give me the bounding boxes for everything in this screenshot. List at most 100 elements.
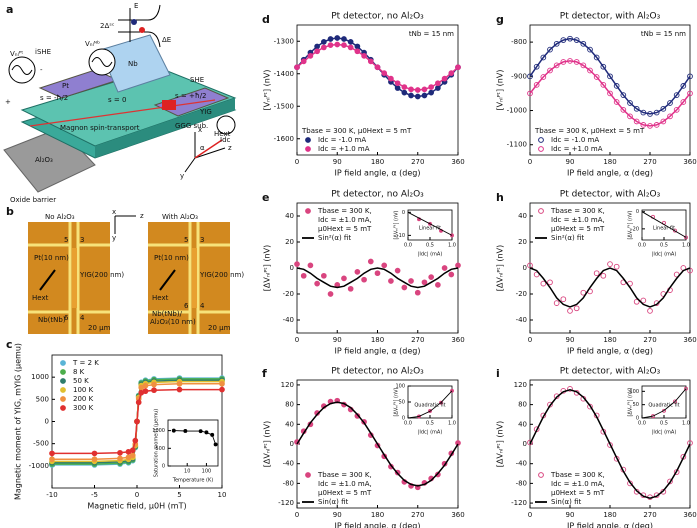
data-point (307, 262, 314, 269)
y-tick-label: 0 (290, 264, 294, 272)
chart-title: Pt detector, no Al₂O₃ (331, 12, 424, 22)
y-tick-label: -40 (283, 316, 294, 324)
data-point (527, 73, 533, 80)
data-point (647, 111, 653, 117)
y-axis-label: [ΔVₙₗᴾᵗ] (nV) (263, 245, 272, 291)
y-tick-label: 50 (399, 400, 405, 406)
data-point (401, 284, 408, 291)
x-tick-label: 270 (643, 158, 656, 166)
data-point (627, 113, 633, 120)
data-point (135, 399, 142, 406)
data-point (573, 37, 580, 43)
y-tick-label: -20 (516, 290, 527, 298)
data-point (527, 262, 533, 269)
data-point (367, 258, 374, 265)
data-point (314, 48, 320, 55)
electron (139, 27, 145, 33)
legend-label: T = 2 K (72, 359, 99, 367)
data-point (455, 64, 461, 71)
panel-label: c (6, 338, 13, 351)
data-point (560, 37, 567, 43)
data-point (151, 387, 157, 394)
data-point (388, 278, 394, 284)
data-point (560, 296, 567, 303)
series-line (641, 388, 687, 419)
data-point (421, 92, 428, 99)
x-tick-label: 0 (295, 336, 299, 344)
legend-label: Idc = +1.0 mA (318, 145, 370, 153)
pad: 6 (64, 314, 69, 322)
legend-label: Sin(α) fit (551, 498, 582, 506)
y-tick-label: 40 (518, 420, 527, 428)
panel-label: e (262, 191, 269, 204)
y-tick-label: -1000 (507, 107, 527, 115)
data-point (347, 39, 354, 45)
data-point (553, 393, 560, 400)
data-point (580, 40, 587, 47)
legend-label: Idc = -1.0 mA (551, 136, 599, 144)
label: SHE (190, 76, 204, 84)
data-point (421, 86, 428, 93)
data-point (129, 447, 136, 454)
y-axis-label: [Vₙₗᴾᵗ] (nV) (496, 70, 505, 111)
label: - (40, 66, 43, 74)
y-tick-label: -40 (516, 316, 527, 324)
nb-block (99, 34, 171, 93)
legend-marker (60, 387, 66, 393)
data-point (388, 75, 394, 82)
x-axis-label: IP field angle, α (deg) (335, 347, 421, 356)
y-tick-label: -40 (283, 460, 294, 468)
label: Magnon spin-transport (60, 124, 140, 132)
x-tick-label: -5 (91, 491, 98, 499)
image-title: No Al₂O₃ (45, 213, 75, 221)
data-point (347, 44, 354, 51)
data-point (374, 64, 381, 71)
y-tick-label: -1100 (507, 141, 527, 149)
data-point (567, 35, 573, 42)
data-point (567, 308, 573, 314)
device-schematic: iSHE SHE Nb Pt YIG Magnon spin-transport… (3, 2, 237, 204)
annotation: tNb = 15 nm (409, 30, 454, 38)
data-point (660, 488, 667, 495)
yig-side (95, 98, 235, 158)
x-tick-label: 1.0 (448, 243, 456, 249)
y-axis-label: [Vₙₗᴾᵗ] (nV) (263, 70, 272, 111)
data-point (673, 106, 680, 113)
data-point (547, 279, 553, 286)
series-line (407, 390, 453, 419)
field-arrow (194, 139, 223, 159)
x-tick-label: 0 (295, 158, 299, 166)
data-point (134, 418, 140, 425)
x-tick-label: 90 (333, 511, 342, 519)
data-point (142, 382, 149, 389)
legend-marker (538, 208, 544, 214)
y-tick-label: 0 (523, 440, 527, 448)
data-point (573, 305, 580, 312)
data-point (354, 269, 361, 275)
data-point (428, 274, 435, 280)
data-point (394, 267, 401, 274)
data-point (684, 386, 688, 391)
pad: 5 (184, 236, 188, 244)
data-point (633, 298, 640, 305)
data-point (91, 456, 98, 463)
x-tick-label: 100 (202, 469, 212, 475)
legend-label: 8 K (73, 368, 85, 376)
data-point (320, 44, 327, 51)
label: + (5, 98, 11, 106)
data-point (408, 92, 414, 99)
data-point (441, 265, 448, 271)
x-axis-label: |Idc| (mA) (418, 430, 443, 436)
data-point (587, 46, 593, 53)
x-tick-label: 10 (184, 469, 190, 475)
y-tick-label: 0 (402, 210, 405, 216)
label: Oxide barrier (10, 196, 56, 204)
x-tick-label: 0.0 (638, 243, 646, 249)
data-point (408, 86, 414, 93)
data-point (91, 450, 98, 457)
data-point (49, 456, 55, 463)
pad: 4 (80, 314, 85, 322)
data-point (204, 430, 209, 435)
data-point (567, 58, 573, 64)
legend-label: Idc = +1.0 mA (551, 145, 603, 153)
